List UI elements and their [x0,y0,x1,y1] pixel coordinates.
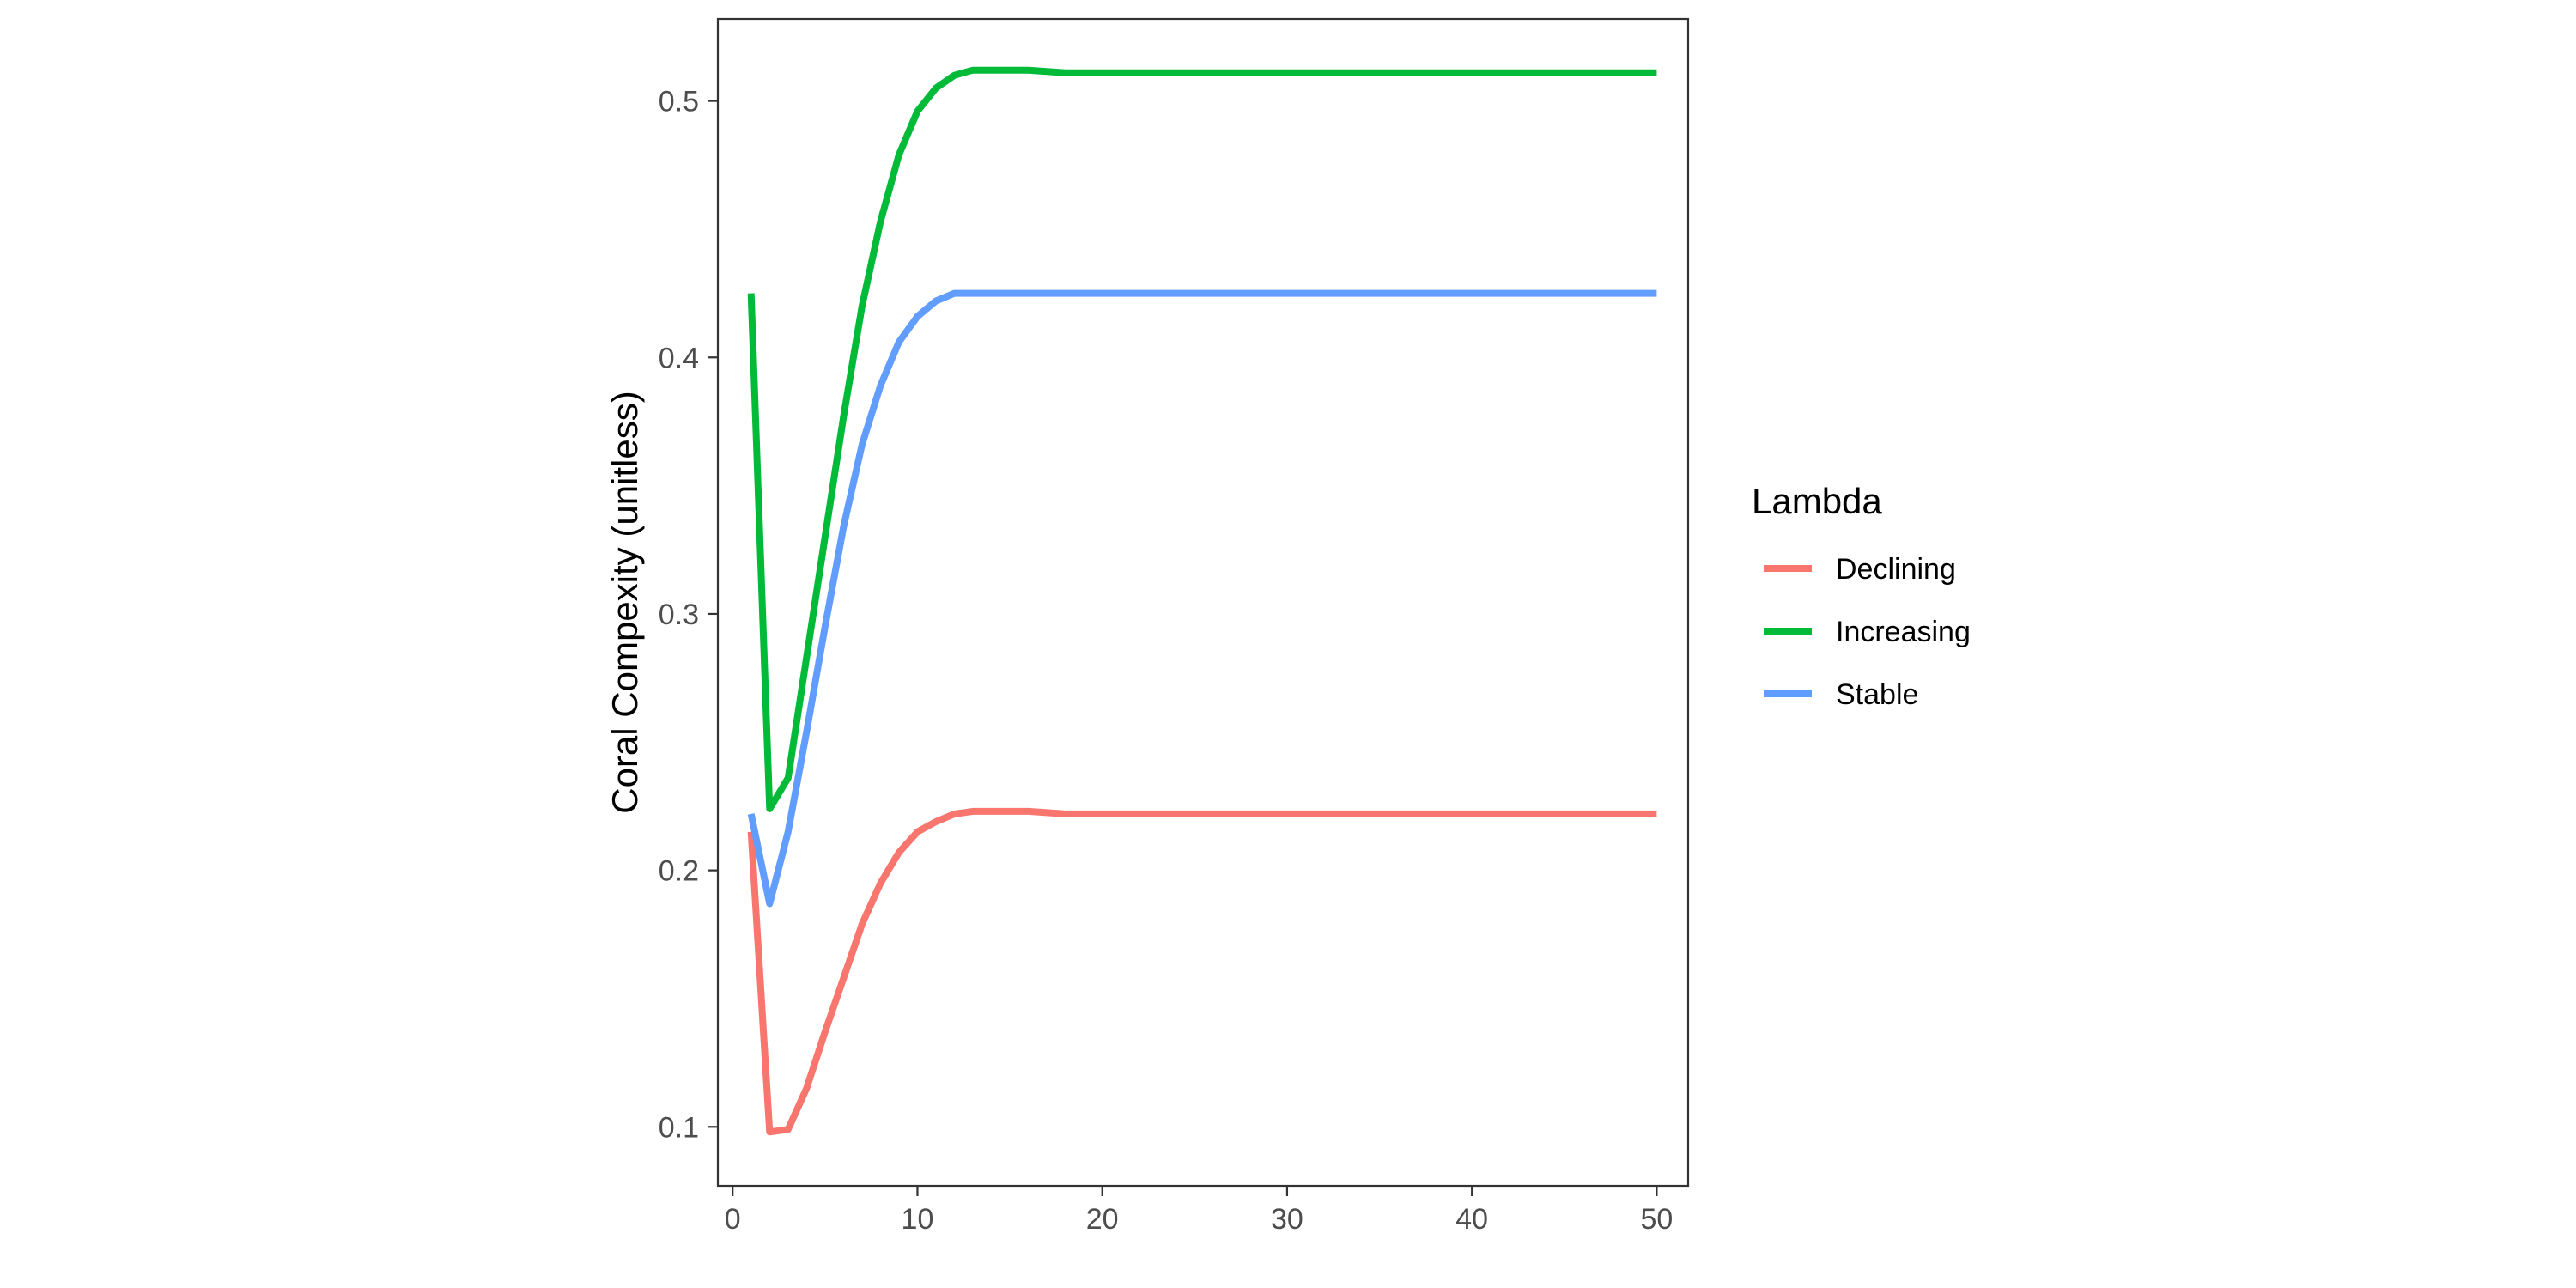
y-tick-label: 0.1 [659,1111,699,1144]
legend-label-increasing: Increasing [1836,616,1971,648]
x-tick-label: 0 [725,1203,741,1236]
legend-label-declining: Declining [1836,553,1956,586]
x-tick-label: 40 [1455,1203,1488,1236]
x-tick-label: 20 [1086,1203,1119,1236]
series-line-declining [747,807,1657,1136]
plot-panel-border [716,17,1690,1188]
y-tick-label: 0.2 [659,855,699,888]
legend-label-stable: Stable [1836,678,1918,711]
x-tick-label: 50 [1640,1203,1673,1236]
x-tick-label: 10 [902,1203,934,1236]
legend-title: Lambda [1752,481,1882,521]
x-tick-label: 30 [1271,1203,1303,1236]
legend: Lambda Declining Increasing Stable [1752,481,1971,711]
legend-items: Declining Increasing Stable [1764,553,1971,711]
series-layer [747,66,1657,1136]
y-axis-title: Coral Compexity (unitless) [605,391,645,813]
y-tick-label: 0.4 [659,342,699,374]
y-tick-label: 0.3 [659,598,699,631]
series-line-increasing [747,66,1657,812]
y-axis: 0.1 0.2 0.3 0.4 0.5 [659,86,718,1144]
series-line-stable [747,289,1657,908]
y-tick-label: 0.5 [659,86,699,118]
x-axis: 0 10 20 30 40 50 [725,1186,1673,1236]
